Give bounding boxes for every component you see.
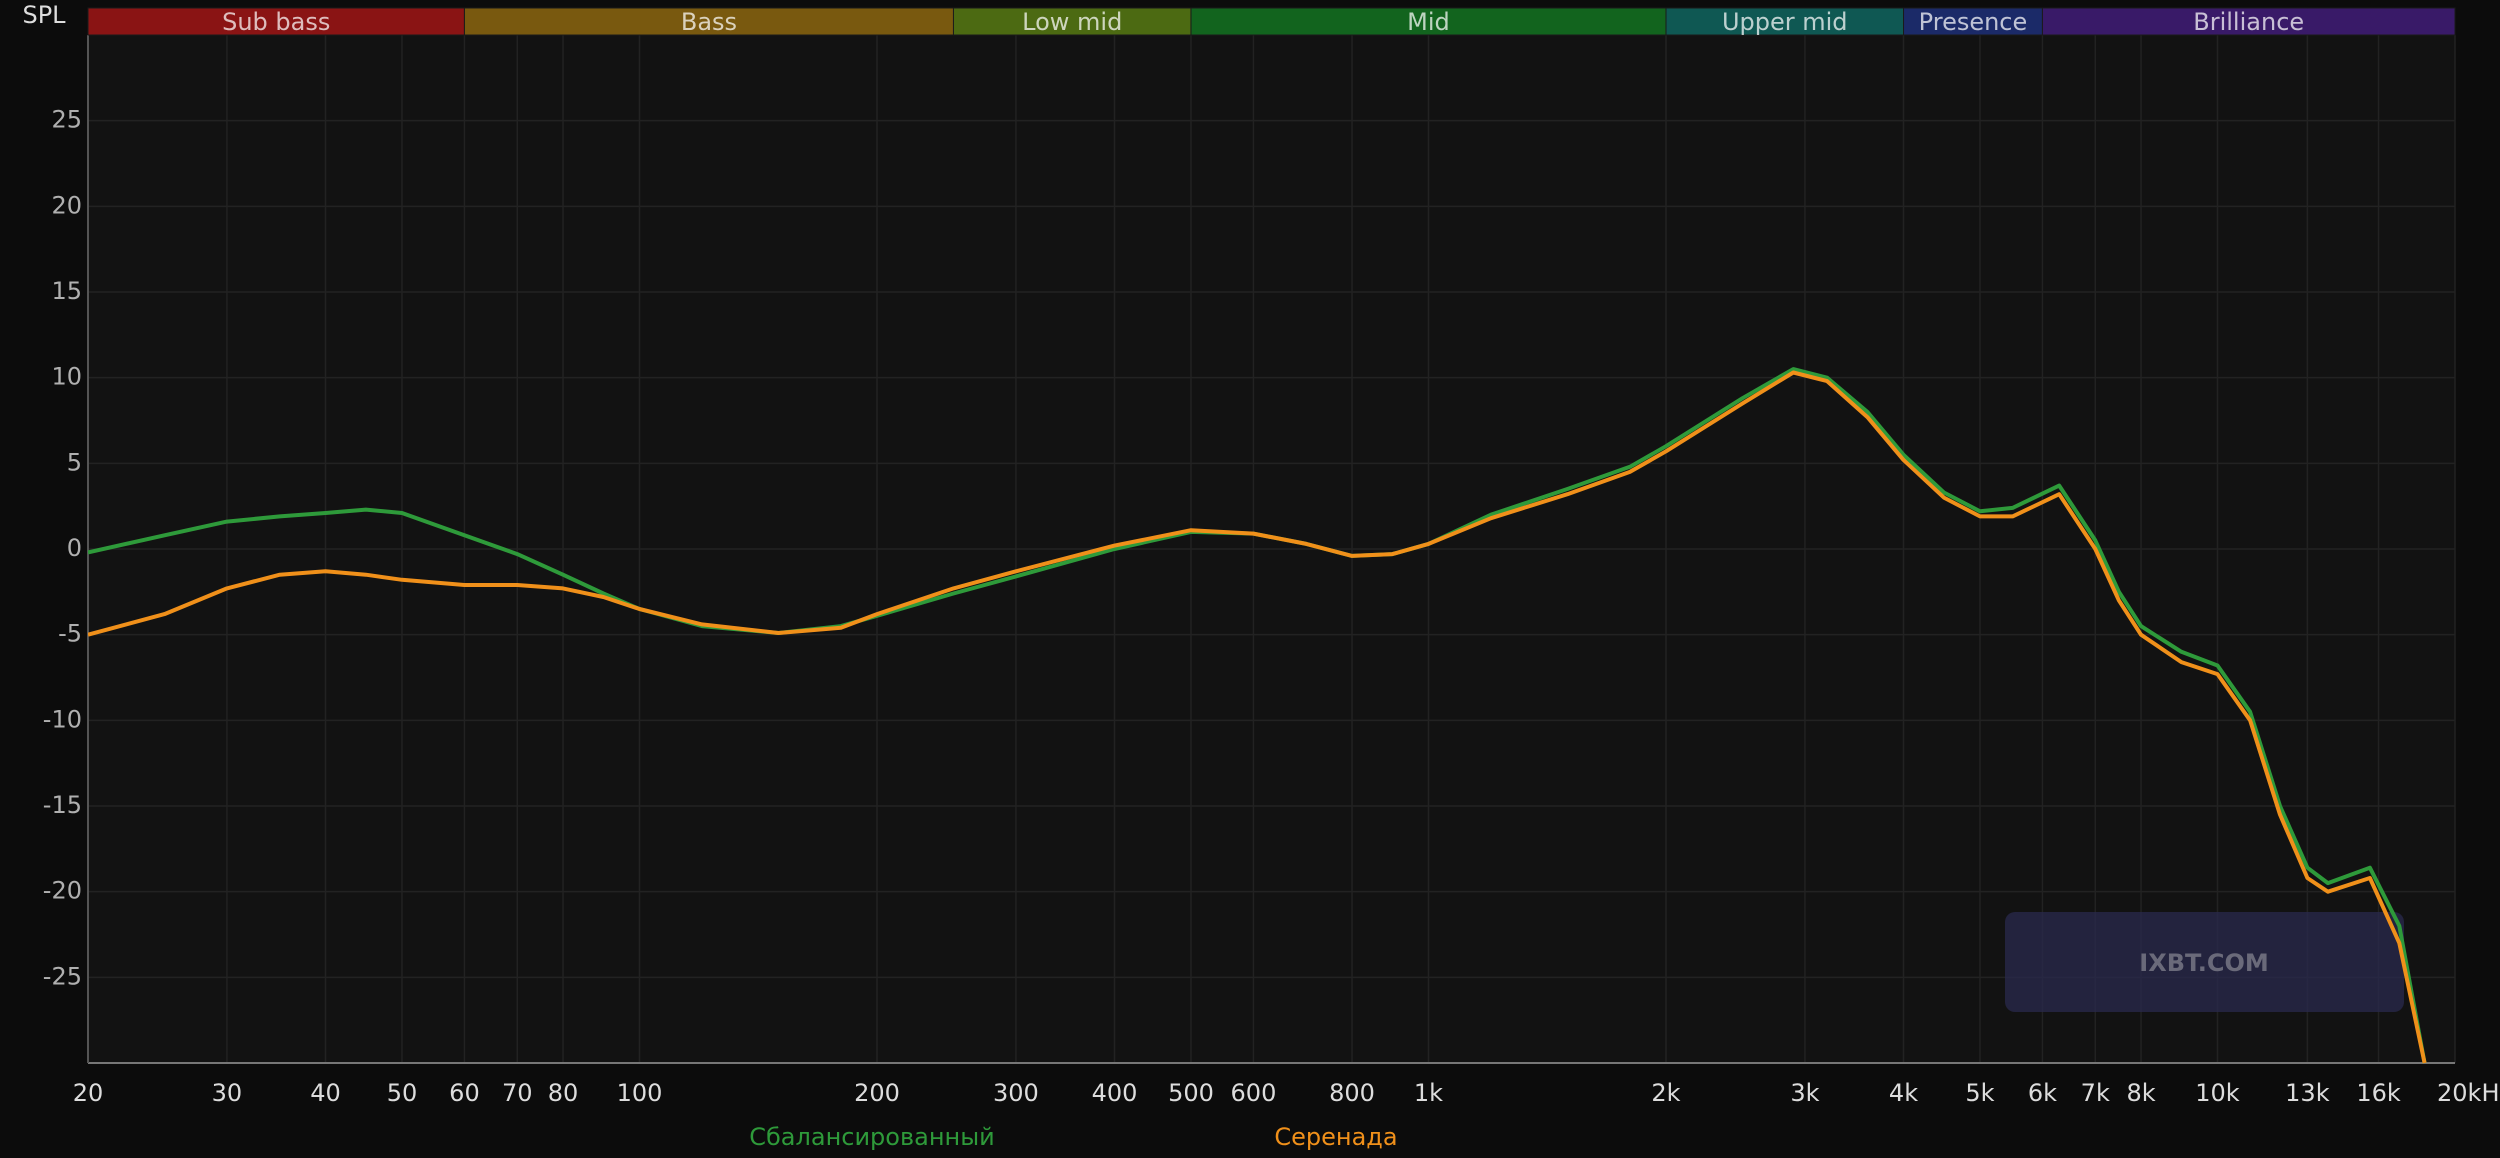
frequency-band: [952, 7, 1192, 36]
x-tick-label: 400: [1092, 1079, 1138, 1107]
x-tick-label: 300: [993, 1079, 1039, 1107]
x-tick-label: 30: [212, 1079, 243, 1107]
x-tick-label: 50: [387, 1079, 418, 1107]
y-tick-label: 5: [67, 448, 82, 476]
band-label: Upper mid: [1722, 8, 1848, 36]
y-tick-label: 20: [51, 191, 82, 219]
x-tick-label: 1k: [1414, 1079, 1443, 1107]
x-tick-label: 70: [502, 1079, 533, 1107]
watermark: IXBT.COM: [2139, 949, 2268, 977]
x-tick-label: 3k: [1790, 1079, 1819, 1107]
x-tick-label: 100: [617, 1079, 663, 1107]
frequency-band: [2041, 7, 2456, 36]
x-tick-label: 8k: [2126, 1079, 2155, 1107]
x-tick-label: 200: [854, 1079, 900, 1107]
band-label: Mid: [1407, 8, 1450, 36]
legend-label: Сбалансированный: [749, 1123, 995, 1151]
frequency-band: [1665, 7, 1905, 36]
band-label: Bass: [681, 8, 737, 36]
watermark-box: [2005, 912, 2404, 1012]
x-tick-label: 2k: [1651, 1079, 1680, 1107]
y-tick-label: 10: [51, 363, 82, 391]
x-tick-label: 6k: [2028, 1079, 2057, 1107]
x-tick-label: 60: [449, 1079, 480, 1107]
x-tick-label: 13k: [2285, 1079, 2330, 1107]
series-line: [88, 370, 2427, 1064]
band-label: Sub bass: [222, 8, 330, 36]
y-tick-label: -5: [58, 620, 82, 648]
x-tick-label: 500: [1168, 1079, 1214, 1107]
y-tick-label: -25: [43, 962, 82, 990]
band-label: Presence: [1919, 8, 2028, 36]
y-tick-label: 0: [67, 534, 82, 562]
y-tick-label: -20: [43, 877, 82, 905]
y-tick-label: -15: [43, 791, 82, 819]
x-tick-label: 80: [548, 1079, 579, 1107]
x-tick-label: 20: [73, 1079, 104, 1107]
x-tick-label: 16k: [2356, 1079, 2401, 1107]
band-label: Low mid: [1022, 8, 1122, 36]
legend-label: Серенада: [1274, 1123, 1397, 1151]
y-tick-label: -10: [43, 705, 82, 733]
x-tick-label: 20kHz: [2437, 1079, 2500, 1107]
x-tick-label: 600: [1231, 1079, 1277, 1107]
y-tick-label: 25: [51, 106, 82, 134]
x-tick-label: 40: [310, 1079, 341, 1107]
x-tick-label: 4k: [1889, 1079, 1918, 1107]
x-tick-label: 7k: [2081, 1079, 2110, 1107]
y-axis-label: SPL: [22, 1, 66, 29]
y-tick-label: 15: [51, 277, 82, 305]
x-tick-label: 10k: [2195, 1079, 2240, 1107]
frequency-band: [463, 7, 954, 36]
frequency-band: [1190, 7, 1667, 36]
frequency-band: [87, 7, 465, 36]
x-tick-label: 800: [1329, 1079, 1375, 1107]
x-tick-label: 5k: [1965, 1079, 1994, 1107]
band-label: Brilliance: [2193, 8, 2304, 36]
